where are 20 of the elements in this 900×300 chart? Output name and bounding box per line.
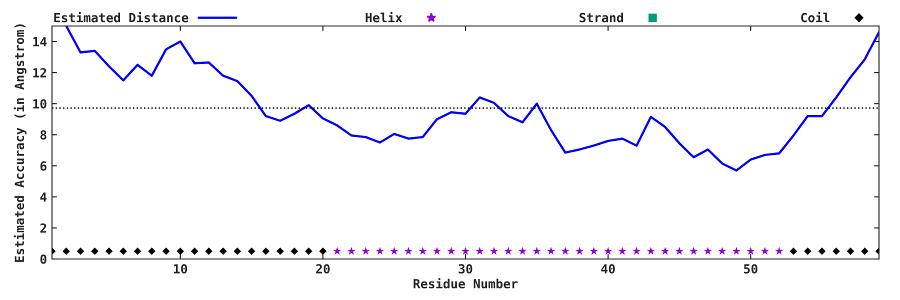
legend-label: Estimated Distance xyxy=(54,12,188,22)
y-tick-label: 0 xyxy=(40,254,46,264)
y-tick-label: 10 xyxy=(33,99,46,109)
legend-label: Coil xyxy=(801,12,830,22)
y-tick-label: 12 xyxy=(33,68,46,78)
legend-label: Strand xyxy=(580,12,624,22)
y-tick-label: 4 xyxy=(40,192,47,202)
x-tick-label: 50 xyxy=(744,264,758,274)
y-tick-label: 6 xyxy=(40,161,46,171)
y-tick-label: 8 xyxy=(40,130,46,140)
legend-label: Helix xyxy=(366,12,402,22)
x-tick-label: 40 xyxy=(601,264,615,274)
y-tick-label: 2 xyxy=(40,223,46,233)
x-tick-label: 10 xyxy=(174,264,188,274)
x-axis-title: Residue Number xyxy=(414,278,518,288)
y-axis-title: Estimated Accuracy (in Angstrom) xyxy=(14,24,27,262)
y-tick-label: 14 xyxy=(33,37,47,46)
x-tick-label: 30 xyxy=(458,264,472,274)
line-series xyxy=(65,26,879,172)
x-tick-label: 20 xyxy=(316,264,330,274)
